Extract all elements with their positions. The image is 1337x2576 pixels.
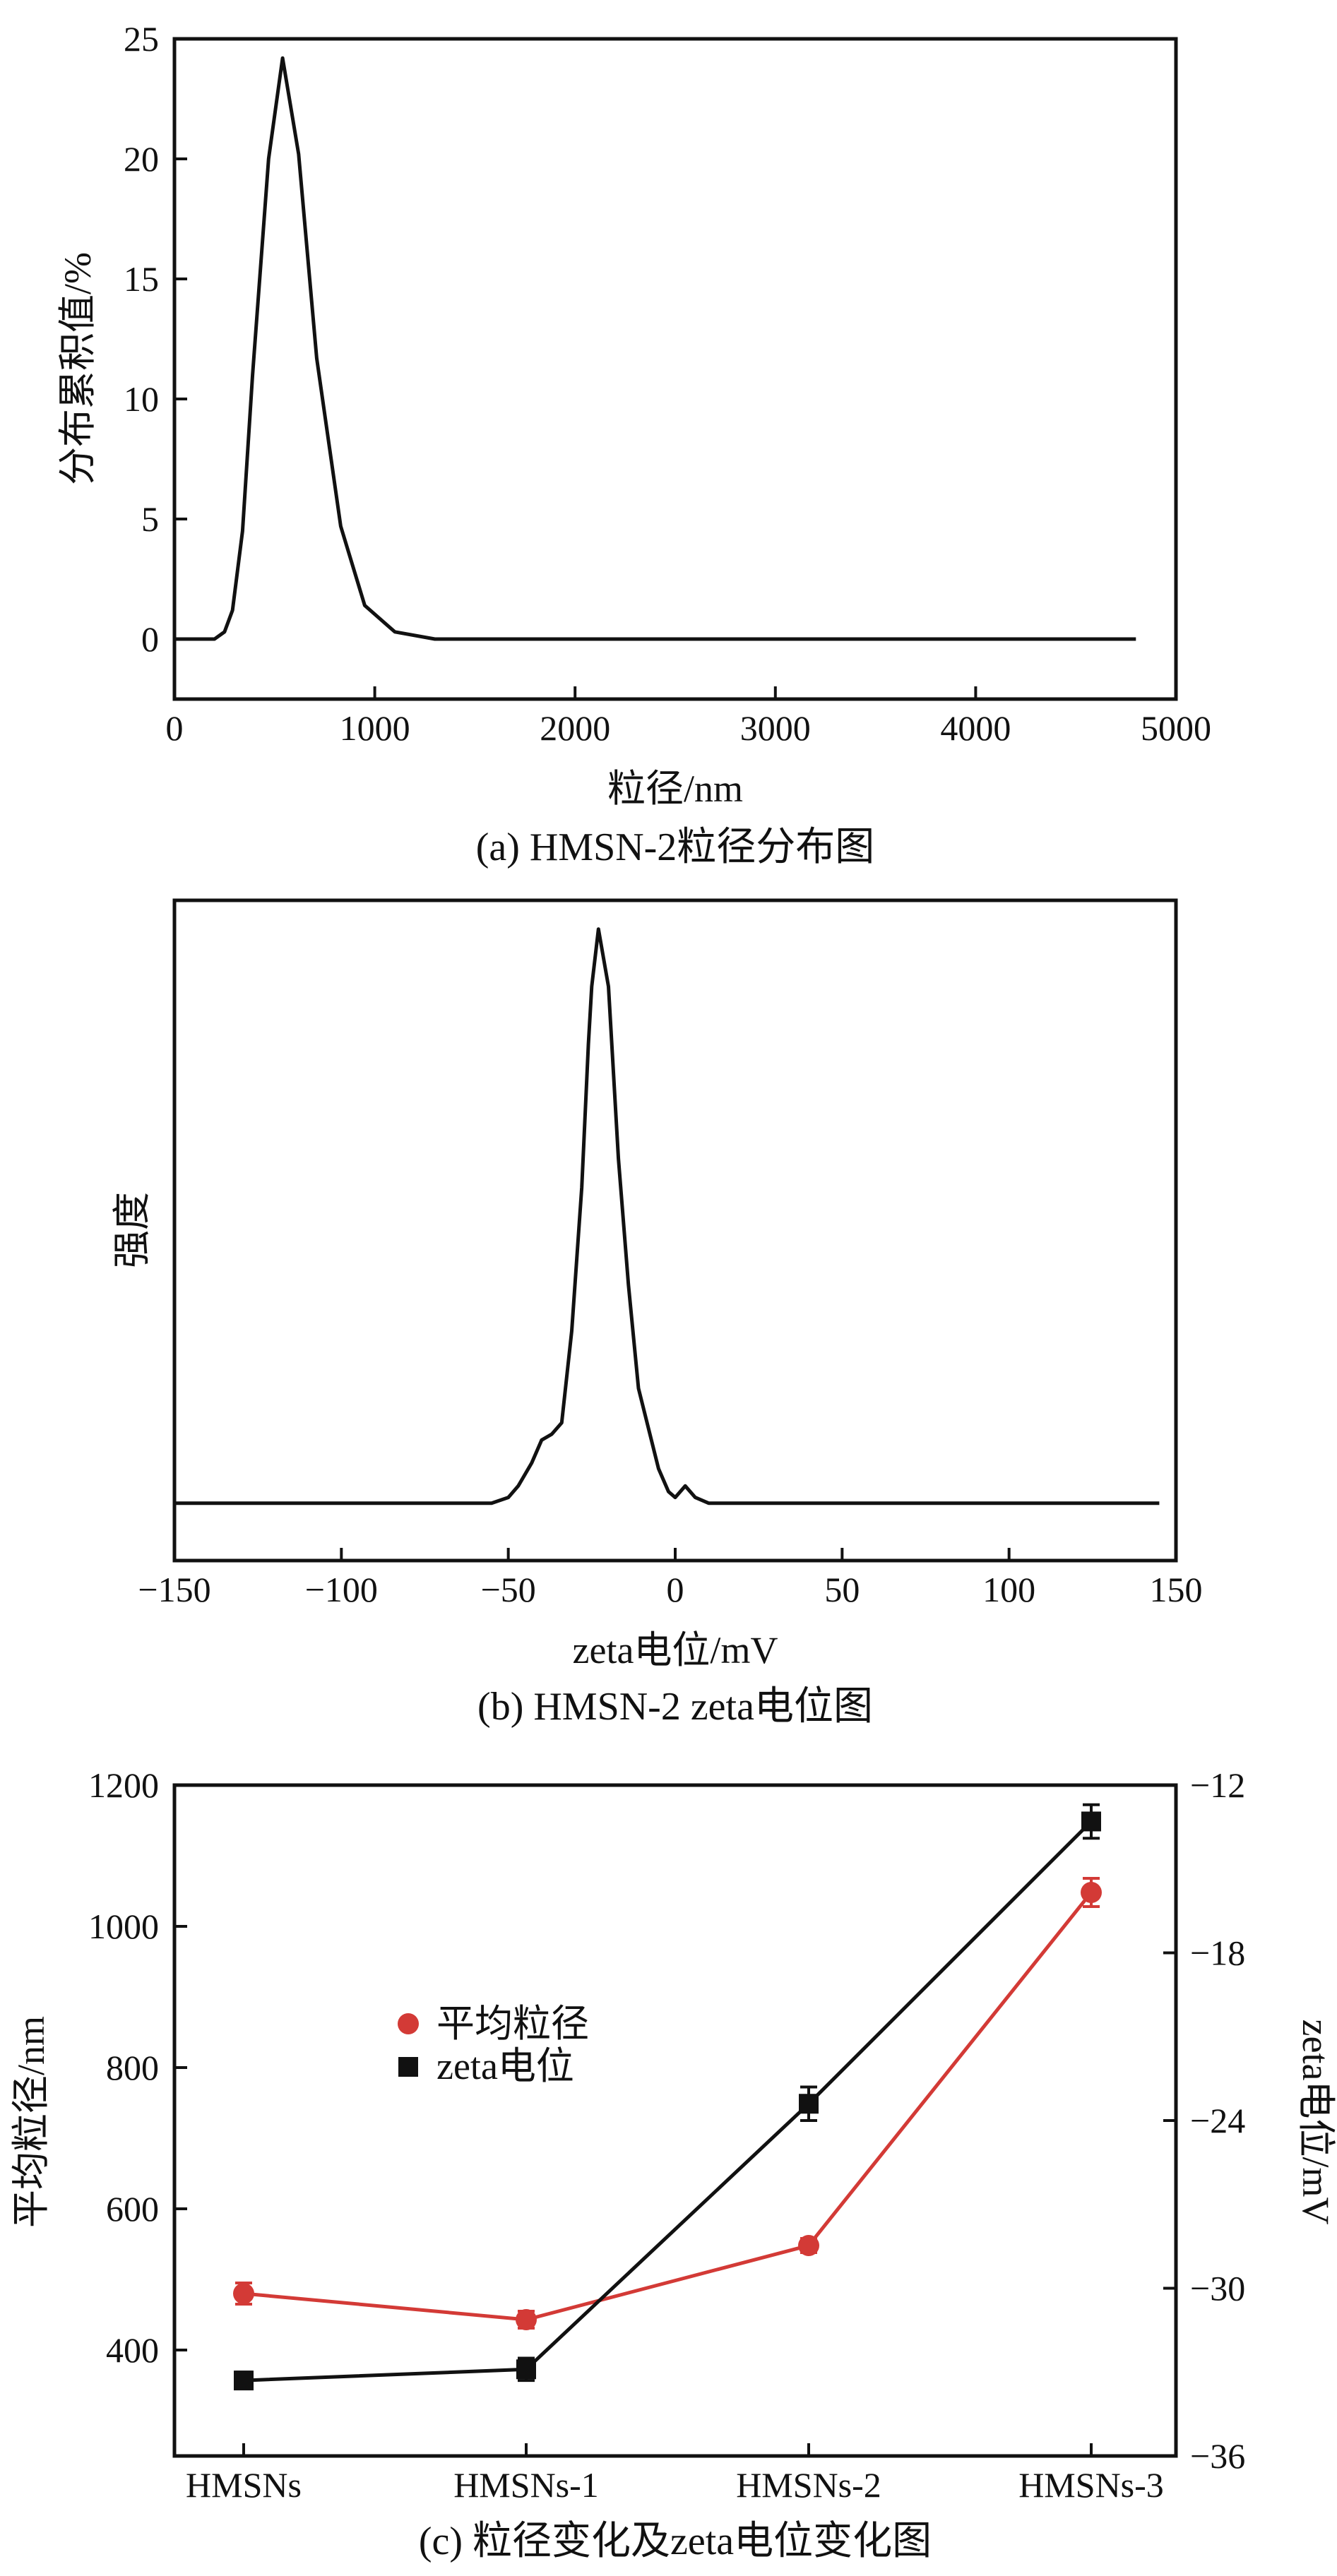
series-mean-size [233, 1877, 1102, 2330]
panel-c-right-y-axis-title: zeta电位/mV [1295, 2020, 1337, 2225]
data-point [234, 2371, 254, 2391]
right-y-tick-label: −24 [1190, 2101, 1245, 2140]
panel-c-left-y-axis-title: 平均粒径/nm [10, 2016, 52, 2228]
panel-a-x-axis-title: 粒径/nm [607, 768, 743, 810]
x-tick-label: 4000 [940, 708, 1011, 748]
x-tick-label: HMSNs-3 [1018, 2465, 1164, 2505]
y-tick-label: 5 [141, 499, 159, 539]
x-tick-label: HMSNs-2 [736, 2465, 881, 2505]
x-tick-label: 50 [824, 1570, 860, 1609]
data-point [1081, 1882, 1102, 1903]
x-tick-label: 0 [667, 1570, 684, 1609]
panel-a-caption: (a) HMSN-2粒径分布图 [476, 825, 875, 869]
series-line [243, 1891, 1093, 2322]
panel-b-ticks: −150 −100 −50 0 50 100 150 [138, 1548, 1203, 1609]
right-y-tick-label: −12 [1190, 1765, 1245, 1805]
x-tick-label: 3000 [740, 708, 811, 748]
y-tick-label: 20 [124, 139, 159, 179]
left-y-tick-label: 1000 [88, 1907, 159, 1946]
legend-marker-mean-size [398, 2013, 419, 2034]
y-tick-label: 15 [124, 259, 159, 299]
x-tick-label: 150 [1150, 1570, 1203, 1609]
left-y-tick-label: 600 [106, 2189, 159, 2229]
data-point [516, 2359, 536, 2380]
panel-b-y-axis-title: 强度 [111, 1192, 153, 1268]
series-line [243, 1820, 1093, 2383]
right-y-tick-label: −30 [1190, 2269, 1245, 2308]
panel-c-legend: 平均粒径 zeta电位 [398, 2003, 589, 2087]
x-tick-label: −100 [305, 1570, 378, 1609]
panel-c-size-and-zeta-change: HMSNs HMSNs-1 HMSNs-2 HMSNs-3 400 600 800 1000 1… [10, 1765, 1337, 2563]
panel-a-y-axis-title: 分布累积值/% [57, 252, 99, 485]
x-tick-label: −50 [481, 1570, 536, 1609]
panel-a-particle-size-distribution: 0 1000 2000 3000 4000 5000 0 5 10 15 20 25 粒径/nm 分布… [57, 19, 1211, 869]
panel-b-x-axis-title: zeta电位/mV [573, 1629, 778, 1671]
data-point [516, 2309, 537, 2330]
panel-b-zeta-potential: −150 −100 −50 0 50 100 150 zeta电位/mV 强度 (b) HM… [111, 898, 1203, 1729]
x-tick-label: −150 [138, 1570, 210, 1609]
data-point [798, 2235, 819, 2256]
x-tick-label: 2000 [540, 708, 610, 748]
data-point [799, 2094, 819, 2114]
panel-a-plot-frame [172, 37, 1178, 701]
left-y-tick-label: 1200 [88, 1765, 159, 1805]
right-y-tick-label: −36 [1190, 2436, 1245, 2476]
panel-c-caption: (c) 粒径变化及zeta电位变化图 [419, 2520, 932, 2563]
legend-label-mean-size: 平均粒径 [436, 2003, 589, 2045]
panel-c-ticks: HMSNs HMSNs-1 HMSNs-2 HMSNs-3 400 600 800 1000 1… [88, 1765, 1245, 2505]
legend-label-zeta: zeta电位 [436, 2045, 574, 2087]
x-tick-label: 100 [982, 1570, 1035, 1609]
x-tick-label: HMSNs-1 [453, 2465, 599, 2505]
x-tick-label: 5000 [1141, 708, 1211, 748]
data-point [1081, 1811, 1101, 1832]
panel-a-distribution-curve [174, 56, 1136, 641]
legend-marker-zeta [398, 2057, 418, 2077]
panel-c-series [233, 1803, 1102, 2391]
x-tick-label: 0 [166, 708, 184, 748]
y-tick-label: 0 [141, 619, 159, 659]
series-zeta [234, 1803, 1101, 2391]
panel-b-plot-frame [172, 898, 1178, 1563]
left-y-tick-label: 400 [106, 2330, 159, 2370]
right-y-tick-label: −18 [1190, 1933, 1245, 1973]
panel-a-ticks: 0 1000 2000 3000 4000 5000 0 5 10 15 20 25 [124, 19, 1211, 748]
y-tick-label: 10 [124, 379, 159, 419]
x-tick-label: HMSNs [186, 2465, 302, 2505]
data-point [233, 2283, 254, 2304]
left-y-tick-label: 800 [106, 2048, 159, 2087]
y-tick-label: 25 [124, 19, 159, 59]
panel-b-caption: (b) HMSN-2 zeta电位图 [477, 1685, 873, 1729]
panel-b-zeta-curve [174, 927, 1160, 1505]
x-tick-label: 1000 [340, 708, 410, 748]
